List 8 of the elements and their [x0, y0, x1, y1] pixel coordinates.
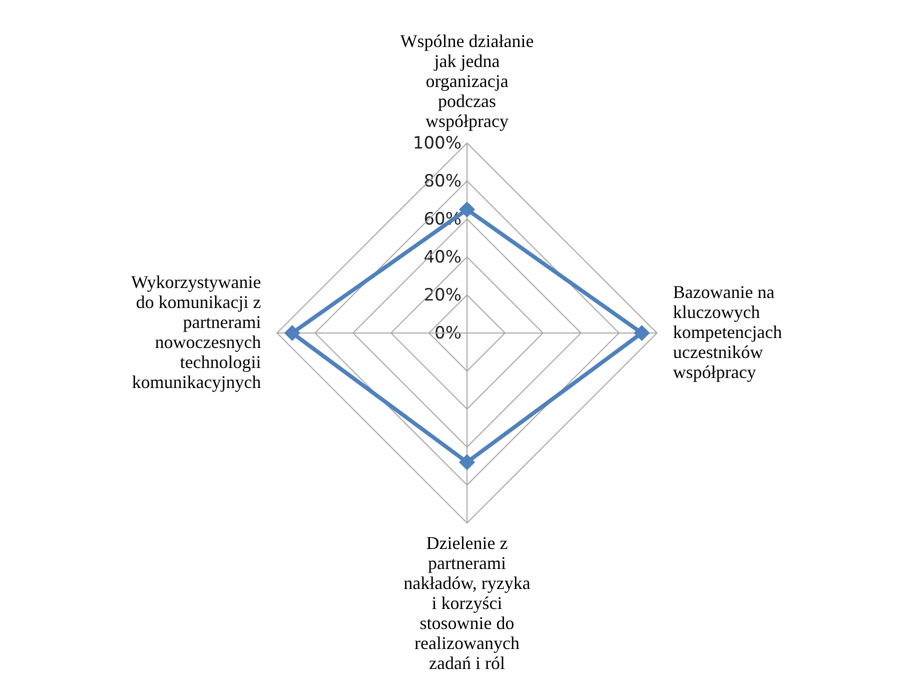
spoke-label: Wykorzystywanie do komunikacji z partnerami nowoczesnych technologii komunikacyjnych	[131, 272, 261, 392]
spoke-label: Bazowanie na kluczowych kompetencjach uczestników współpracy	[673, 282, 782, 382]
y-tick-label: 40%	[424, 248, 462, 268]
y-tick-label: 80%	[424, 172, 462, 192]
spoke-label: Dzielenie z partnerami nakładów, ryzyka i korzyści stosownie do realizowanych zadań i ról	[404, 533, 530, 673]
y-tick-label: 20%	[424, 286, 462, 306]
spoke-label: Wspólne działanie jak jedna organizacja podczas współpracy	[400, 31, 534, 131]
y-tick-label: 100%	[412, 134, 462, 154]
